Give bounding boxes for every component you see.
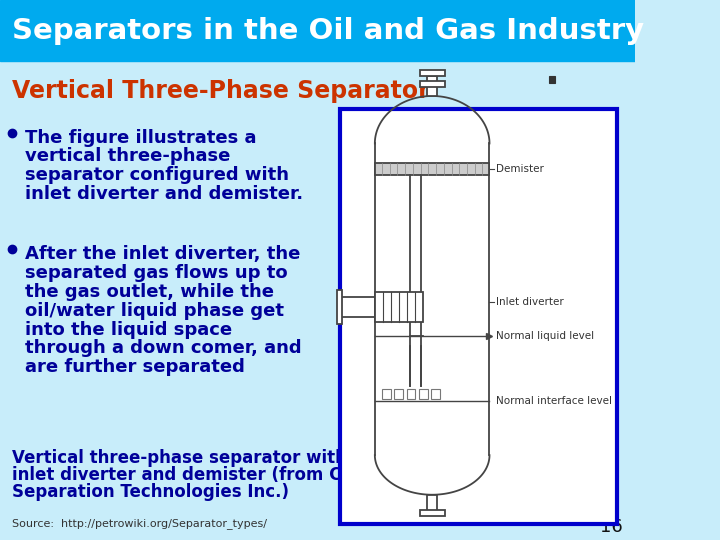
Text: separator configured with: separator configured with	[24, 166, 289, 184]
Text: Normal liquid level: Normal liquid level	[495, 332, 594, 341]
Bar	[340, 109, 617, 524]
Text: Demister: Demister	[495, 164, 544, 174]
Text: Vertical three-phase separator with: Vertical three-phase separator with	[12, 449, 347, 467]
Text: Separators in the Oil and Gas Industry: Separators in the Oil and Gas Industry	[12, 17, 644, 45]
Bar	[427, 495, 438, 515]
Bar	[431, 389, 440, 399]
Text: Inlet diverter: Inlet diverter	[495, 297, 564, 307]
Text: Normal interface level: Normal interface level	[495, 396, 612, 406]
Text: through a down comer, and: through a down comer, and	[24, 340, 302, 357]
Text: the gas outlet, while the: the gas outlet, while the	[24, 283, 274, 301]
Bar	[549, 76, 555, 83]
Bar	[0, 62, 635, 534]
Bar	[337, 290, 342, 323]
Text: vertical three-phase: vertical three-phase	[24, 147, 230, 165]
Bar	[375, 163, 490, 175]
Text: The figure illustrates a: The figure illustrates a	[24, 129, 256, 147]
Bar	[420, 81, 444, 87]
Text: are further separated: are further separated	[24, 358, 245, 376]
Text: into the liquid space: into the liquid space	[24, 321, 232, 339]
Bar	[419, 389, 428, 399]
Bar	[420, 510, 444, 516]
Bar	[341, 297, 375, 316]
Text: Separation Technologies Inc.): Separation Technologies Inc.)	[12, 483, 289, 501]
Bar	[0, 0, 635, 62]
Bar	[427, 76, 438, 96]
Text: inlet diverter and demister.: inlet diverter and demister.	[24, 185, 303, 203]
Text: inlet diverter and demister (from CDS: inlet diverter and demister (from CDS	[12, 466, 367, 484]
Bar	[395, 389, 403, 399]
Bar	[420, 70, 444, 76]
Bar	[407, 389, 415, 399]
Text: Vertical Three-Phase Separator: Vertical Three-Phase Separator	[12, 79, 430, 103]
Bar	[375, 292, 423, 322]
Text: After the inlet diverter, the: After the inlet diverter, the	[24, 245, 300, 264]
Text: separated gas flows up to: separated gas flows up to	[24, 264, 287, 282]
Bar	[382, 389, 391, 399]
Text: Source:  http://petrowiki.org/Separator_types/: Source: http://petrowiki.org/Separator_t…	[12, 518, 267, 529]
Text: 16: 16	[600, 518, 623, 536]
Text: oil/water liquid phase get: oil/water liquid phase get	[24, 302, 284, 320]
